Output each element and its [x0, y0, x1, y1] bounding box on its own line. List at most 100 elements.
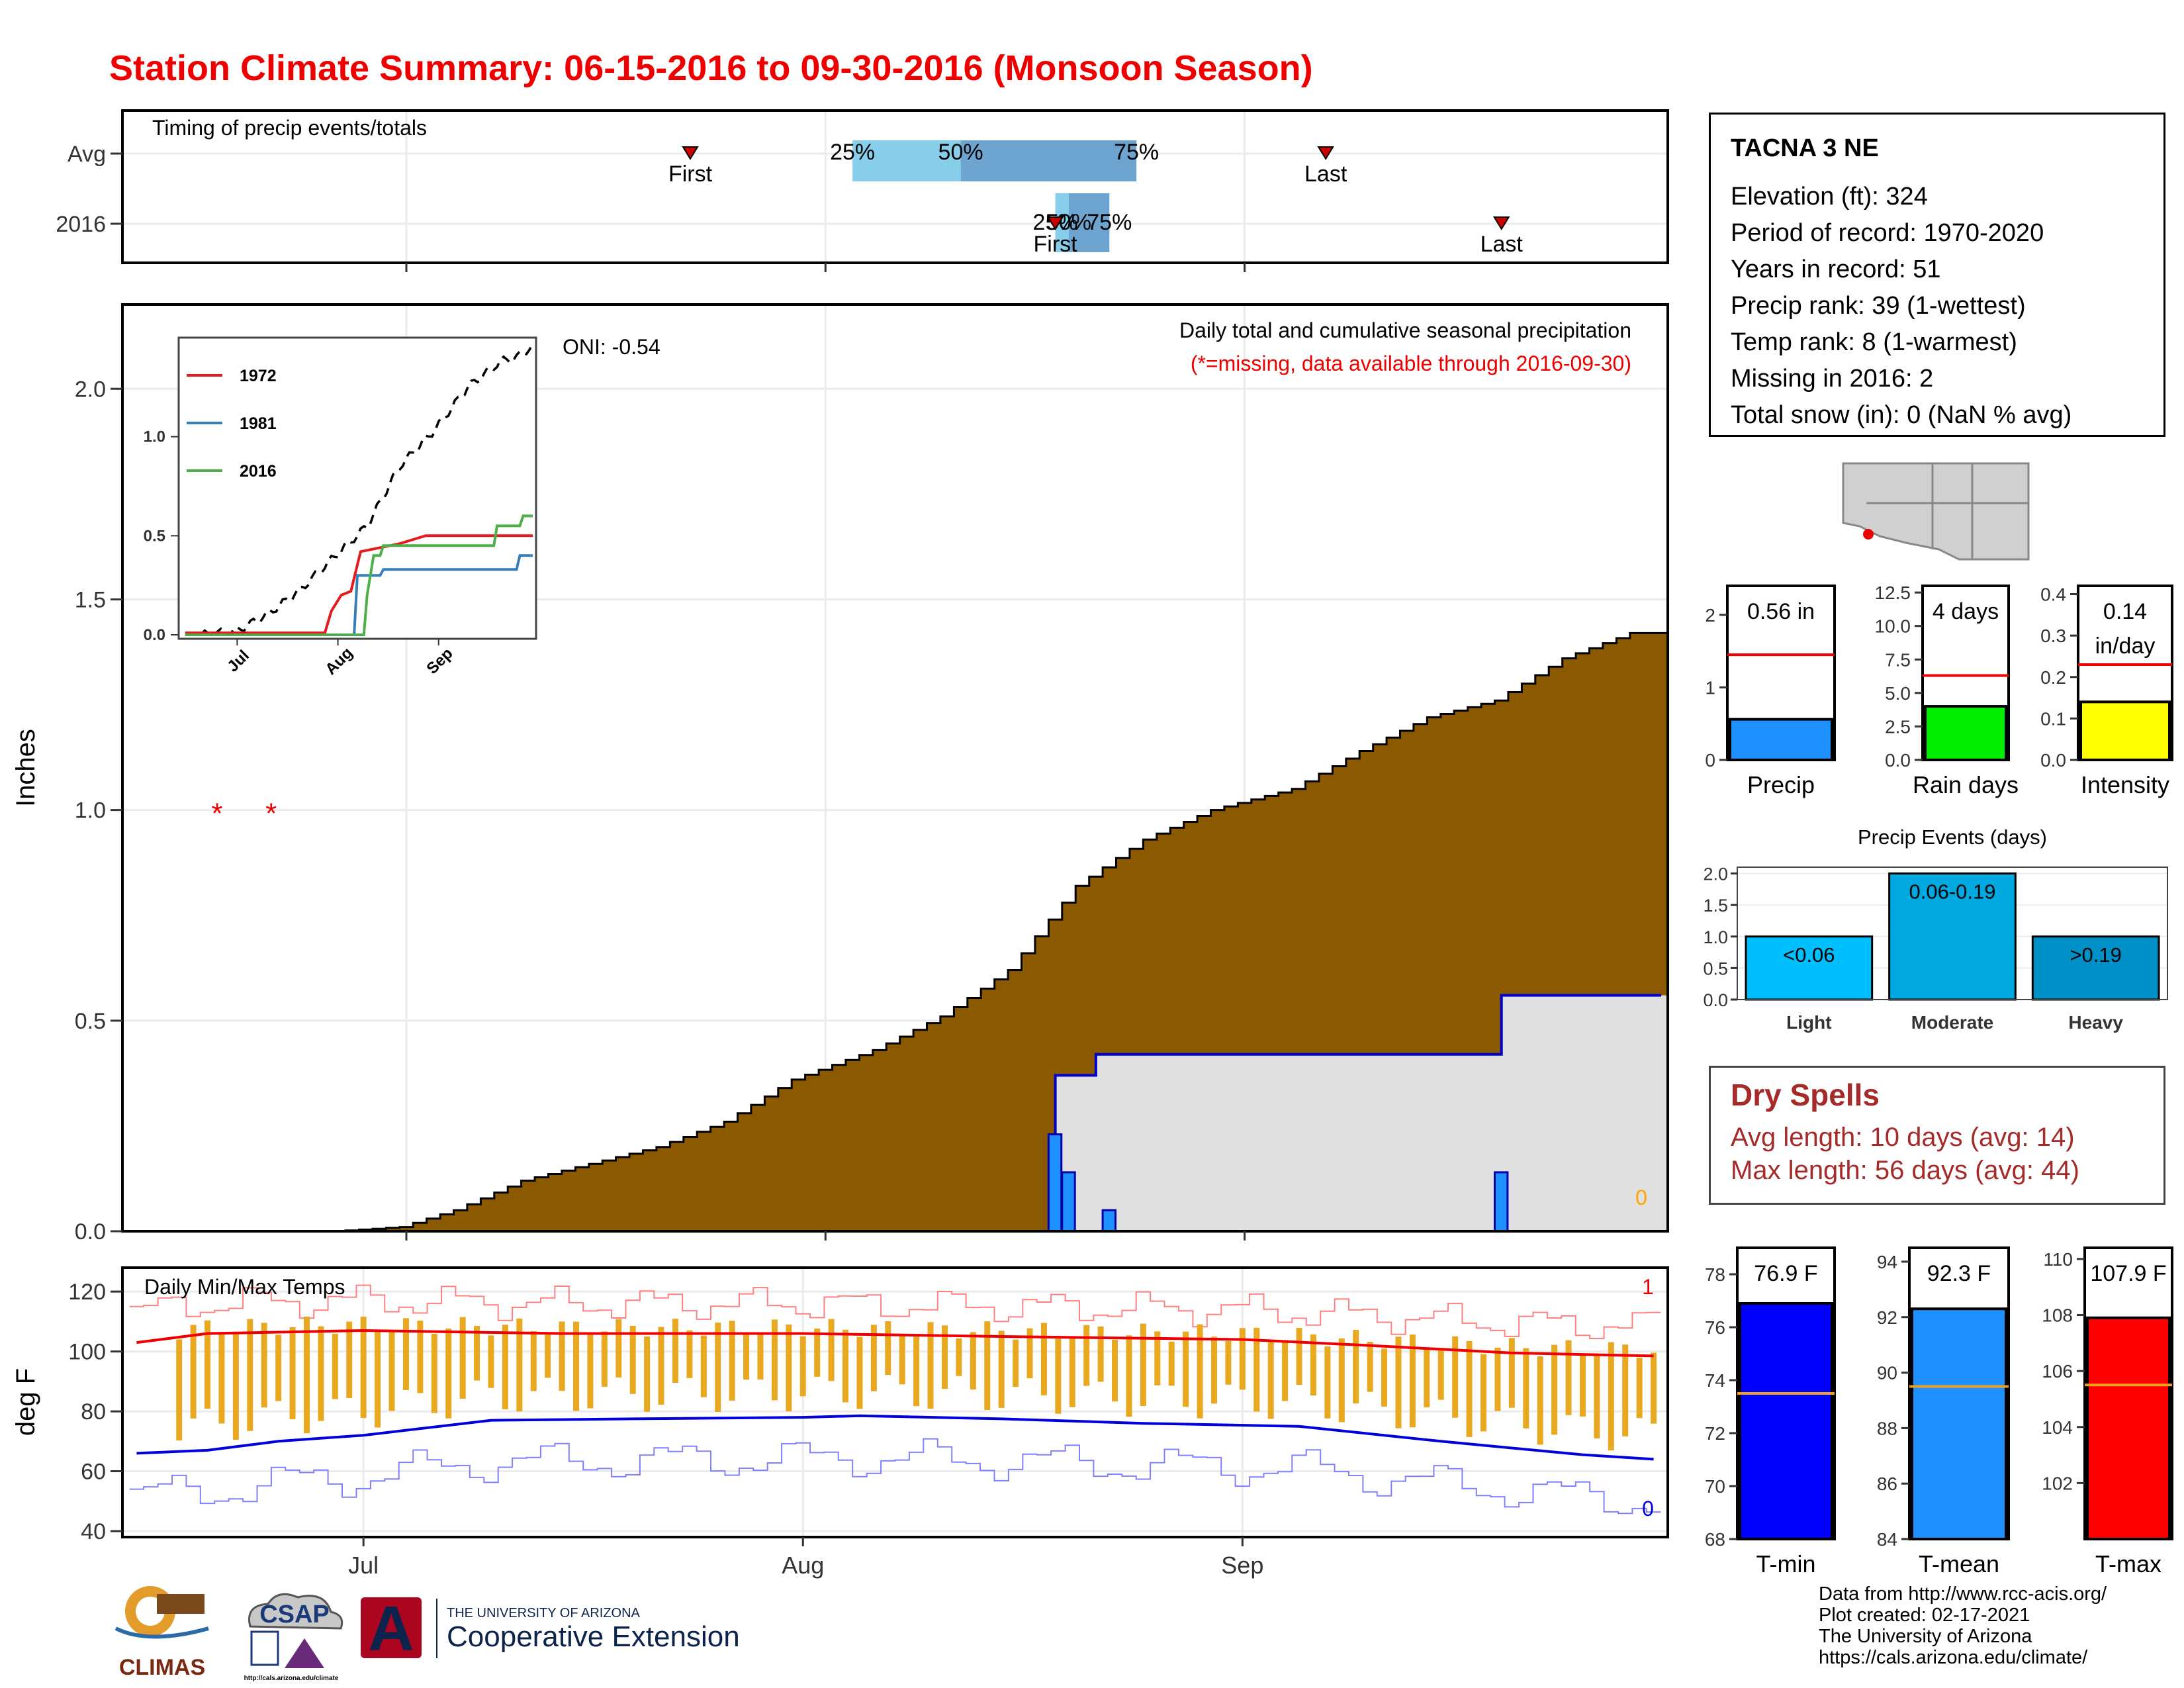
precip-events-panel: Precip Events (days) <0.06 Light 0.06-0.19 M…	[1703, 825, 2168, 1033]
precip-stat-1-y-tick-label: 10.0	[1875, 616, 1911, 637]
temp-stat-2-y-tick-label: 110	[2043, 1249, 2073, 1270]
precip-stat-0-y-tick-label: 0	[1705, 750, 1715, 771]
dry-spells-max: Max length: 56 days (avg: 44)	[1731, 1156, 2079, 1185]
timing-plot-bg	[122, 111, 1668, 263]
ua-extension-logo: A THE UNIVERSITY OF ARIZONA Cooperative …	[361, 1593, 738, 1664]
temps-y-tick-label: 60	[81, 1460, 106, 1485]
temp-stat-0-y-tick-label: 76	[1705, 1317, 1725, 1338]
temps-panel: Daily Min/Max Temps 1 0 40 60 80 100 120 Jul Aug S…	[11, 1266, 1669, 1579]
temp-stat-1-y-tick-label: 84	[1877, 1529, 1897, 1550]
temp-stat-1-y-tick-label: 94	[1877, 1252, 1897, 1272]
map-states	[1842, 462, 2030, 561]
dry-spells-box: Dry Spells Avg length: 10 days (avg: 14)…	[1709, 1066, 2165, 1205]
station-name: TACNA 3 NE	[1731, 134, 1879, 162]
temps-frame	[121, 1266, 1669, 1538]
precip-stat-1-x-label: Rain days	[1913, 771, 2019, 798]
precip-stat-0-y-tick-label: 2	[1705, 605, 1715, 626]
timing-q50-label: 50%	[938, 140, 983, 165]
climas-logo: CLIMAS	[114, 1586, 209, 1680]
inset-y-tick-label: 1.0	[144, 428, 165, 446]
precip-stat-2-value-label-2: in/day	[2095, 633, 2156, 659]
precip-stat-2-bar	[2079, 700, 2171, 762]
temp-stat-2-y-tick-label: 104	[2042, 1417, 2073, 1438]
events-y-tick-label: 0.0	[1703, 990, 1728, 1010]
temp-stat-1-value-label: 92.3 F	[1927, 1261, 1991, 1286]
dry-spells-heading: Dry Spells	[1731, 1078, 1880, 1112]
temp-bars-panel: 76.9 F 68 70 72 74 76 78 T-min 92.3 F 84 86 88 90 92 9…	[1705, 1246, 2173, 1577]
ua-a-mark: A	[368, 1593, 414, 1664]
temp-stat-1-y-tick-label: 92	[1877, 1307, 1897, 1328]
ua-small-text: THE UNIVERSITY OF ARIZONA	[447, 1606, 641, 1620]
temp-stat-1-y-tick-label: 86	[1877, 1474, 1897, 1494]
csap-text: CSAP	[259, 1601, 330, 1628]
temp-stat-2-y-tick-label: 106	[2042, 1361, 2073, 1382]
timing-frame	[121, 109, 1669, 264]
temp-stat-0-bar	[1739, 1302, 1833, 1540]
precip-stat-2-value-label: 0.14	[2103, 599, 2147, 624]
precip-title: Daily total and cumulative seasonal prec…	[1179, 318, 1631, 342]
inset-legend-label: 1972	[240, 367, 277, 385]
precip-stat-2-y-tick-label: 0.2	[2040, 667, 2066, 688]
temp-stat-0-y-tick-label: 78	[1705, 1264, 1725, 1285]
precip-stat-2-y-tick-label: 0.0	[2040, 750, 2066, 771]
temp-stat-2-bar	[2086, 1316, 2171, 1541]
record-low-line	[129, 1438, 1661, 1515]
events-bar-label: <0.06	[1783, 943, 1835, 966]
csap-url: http://cals.arizona.edu/climate	[244, 1675, 339, 1682]
timing-box-q25-q50	[852, 140, 961, 181]
temp-stat-1-y-tick-label: 88	[1877, 1418, 1897, 1438]
timing-last-marker	[1317, 146, 1334, 160]
precip-stat-0-value-label: 0.56 in	[1747, 599, 1815, 624]
temp-stat-0-y-tick-label: 70	[1705, 1476, 1725, 1497]
events-y-tick-label: 2.0	[1703, 865, 1728, 884]
precip-frame	[121, 303, 1669, 1233]
inset-y-tick-label: 0.5	[144, 527, 165, 545]
temp-stat-0-y-tick-label: 74	[1705, 1370, 1725, 1391]
station-location-dot	[1863, 529, 1874, 539]
precip-stat-0-y-tick-label: 1	[1705, 677, 1715, 698]
events-x-label: Moderate	[1911, 1012, 1993, 1033]
credit-url: https://cals.arizona.edu/climate/	[1819, 1647, 2088, 1668]
temps-y-tick-label: 40	[81, 1519, 106, 1544]
precip-stat-1-y-tick-label: 7.5	[1885, 649, 1911, 670]
timing-q75-label: 75%	[1087, 210, 1132, 235]
precip-y-tick-label: 1.0	[75, 798, 106, 823]
daily-precip-bar	[1101, 1209, 1116, 1233]
credit-data-source: Data from http://www.rcc-acis.org/	[1819, 1583, 2107, 1605]
station-missing: Missing in 2016: 2	[1731, 365, 1934, 393]
inset-series-1972	[185, 534, 533, 634]
timing-first-marker	[682, 146, 699, 160]
temp-stat-0-value-label: 76.9 F	[1754, 1261, 1817, 1286]
temp-stat-2-y-tick-label: 102	[2042, 1473, 2073, 1493]
precip-stat-2-y-tick-label: 0.3	[2040, 626, 2066, 646]
dry-spells-avg: Avg length: 10 days (avg: 14)	[1731, 1123, 2075, 1152]
inset-series-2016	[185, 514, 533, 636]
temp-stat-2-value-label: 107.9 F	[2090, 1261, 2166, 1286]
temp-stat-1-x-label: T-mean	[1919, 1550, 1999, 1577]
temp-stat-0-y-tick-label: 68	[1705, 1529, 1725, 1550]
timing-title: Timing of precip events/totals	[152, 116, 427, 140]
inset-series-1981	[185, 554, 533, 636]
temps-x-tick-label: Sep	[1221, 1552, 1263, 1579]
precip-zero-label: 0	[1635, 1186, 1647, 1209]
avg-tmin-line	[136, 1414, 1654, 1461]
timing-row-label: Avg	[68, 142, 106, 167]
precip-stat-1-value-label: 4 days	[1933, 599, 1999, 624]
events-y-tick-label: 1.0	[1703, 927, 1728, 947]
page-title: Station Climate Summary: 06-15-2016 to 0…	[109, 48, 1313, 88]
temp-stat-2-y-tick-label: 108	[2042, 1305, 2073, 1326]
events-x-label: Heavy	[2068, 1012, 2123, 1033]
timing-first-label: First	[668, 162, 713, 187]
daily-precip-bar	[1047, 1133, 1063, 1233]
ua-big-text: Cooperative Extension	[447, 1620, 738, 1653]
inset-legend-label: 1981	[240, 414, 277, 433]
timing-last-label: Last	[1304, 162, 1347, 187]
precip-stat-1-bar	[1924, 705, 2007, 761]
temps-y-axis-label: deg F	[11, 1368, 40, 1436]
precip-stat-1-y-tick-label: 2.5	[1885, 716, 1911, 737]
missing-day-marker: *	[265, 798, 277, 830]
timing-box-q25-q50	[1055, 193, 1069, 252]
climas-text: CLIMAS	[119, 1655, 205, 1680]
precip-stat-0-bar	[1729, 718, 1833, 761]
